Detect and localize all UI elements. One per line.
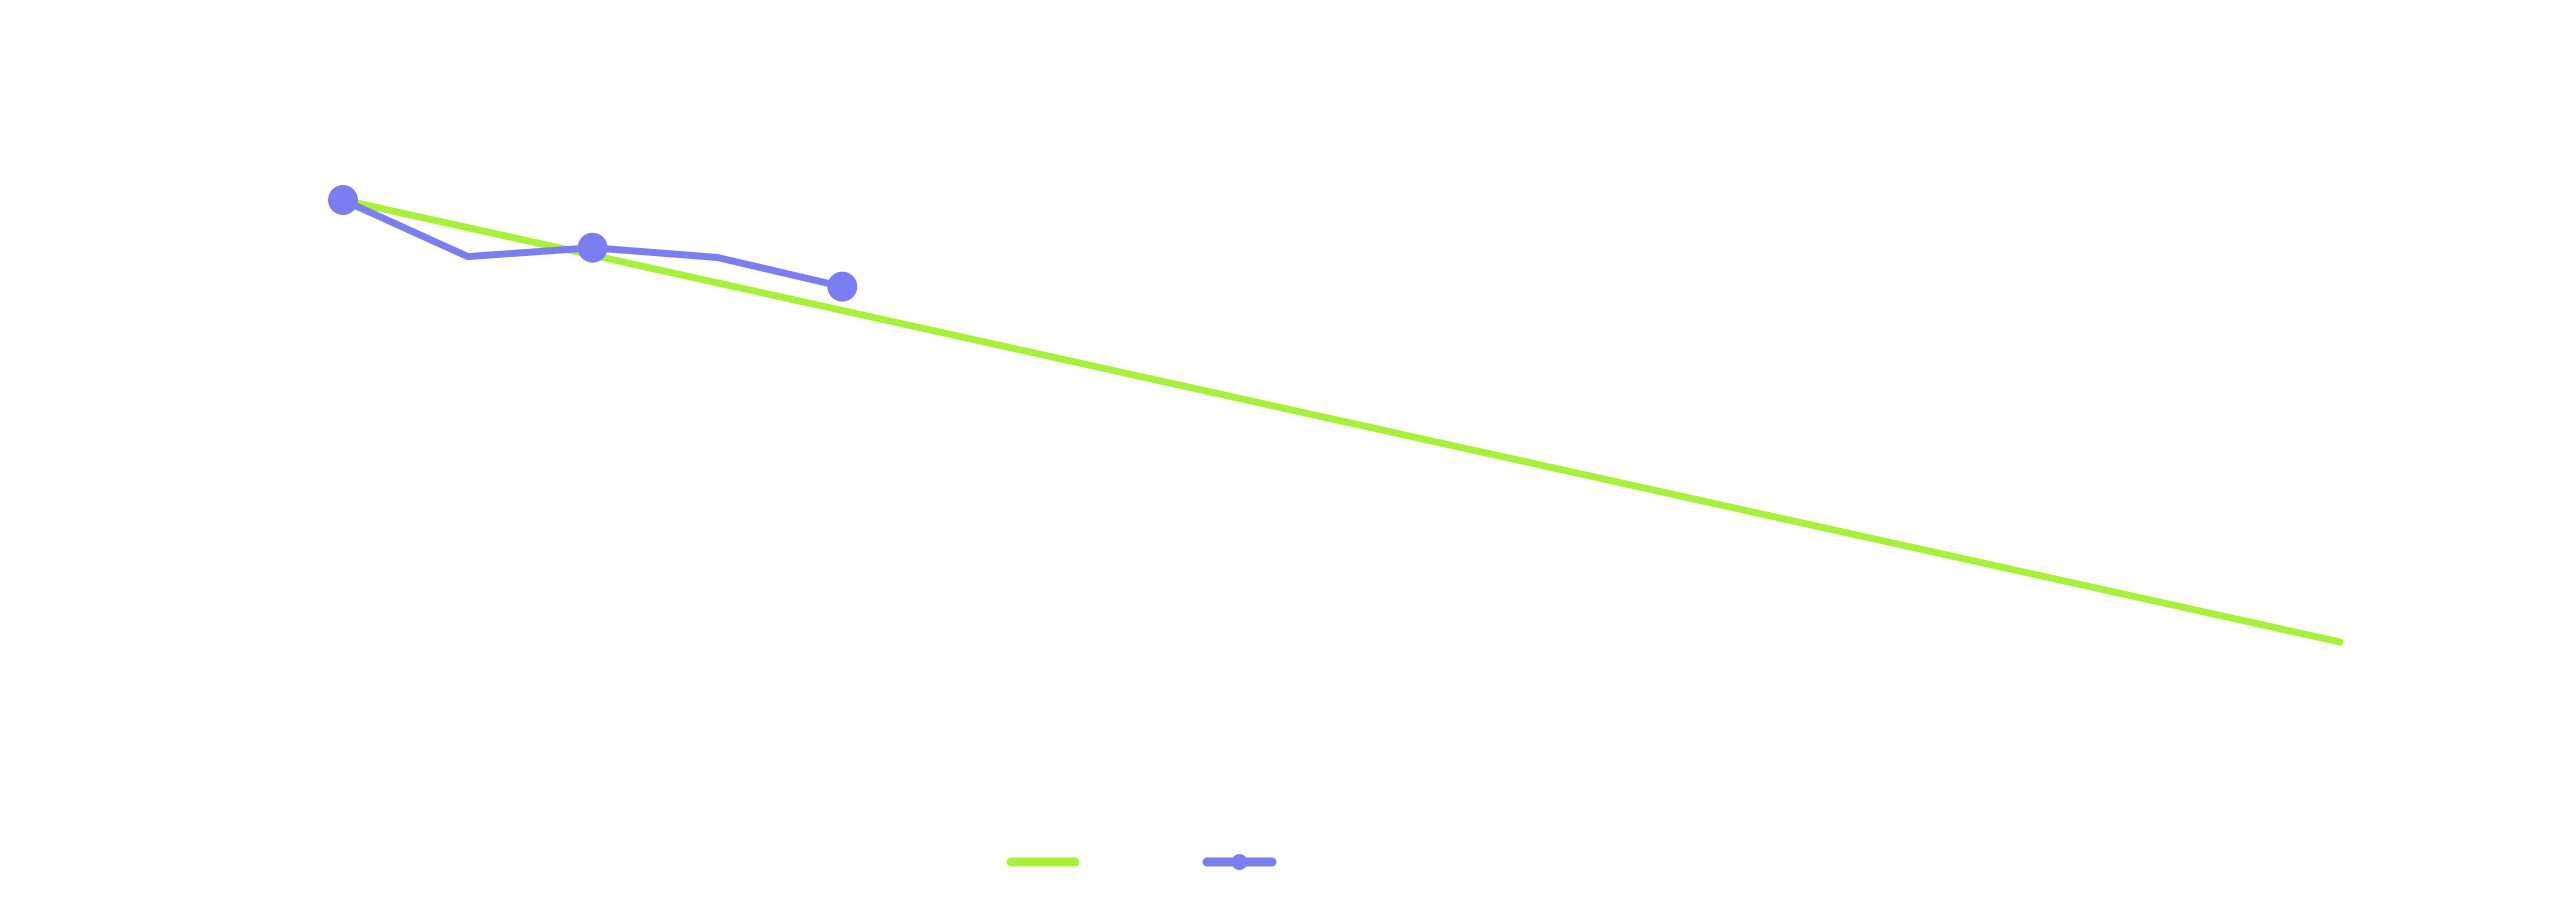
plot-area [328, 185, 2344, 646]
series-1-line [339, 196, 2344, 646]
legend [1006, 854, 1277, 870]
series-2-point-2 [577, 232, 608, 263]
legend-marker-2 [1231, 854, 1248, 870]
series-2-point-3 [827, 271, 858, 302]
series-2-point-1 [328, 185, 358, 215]
